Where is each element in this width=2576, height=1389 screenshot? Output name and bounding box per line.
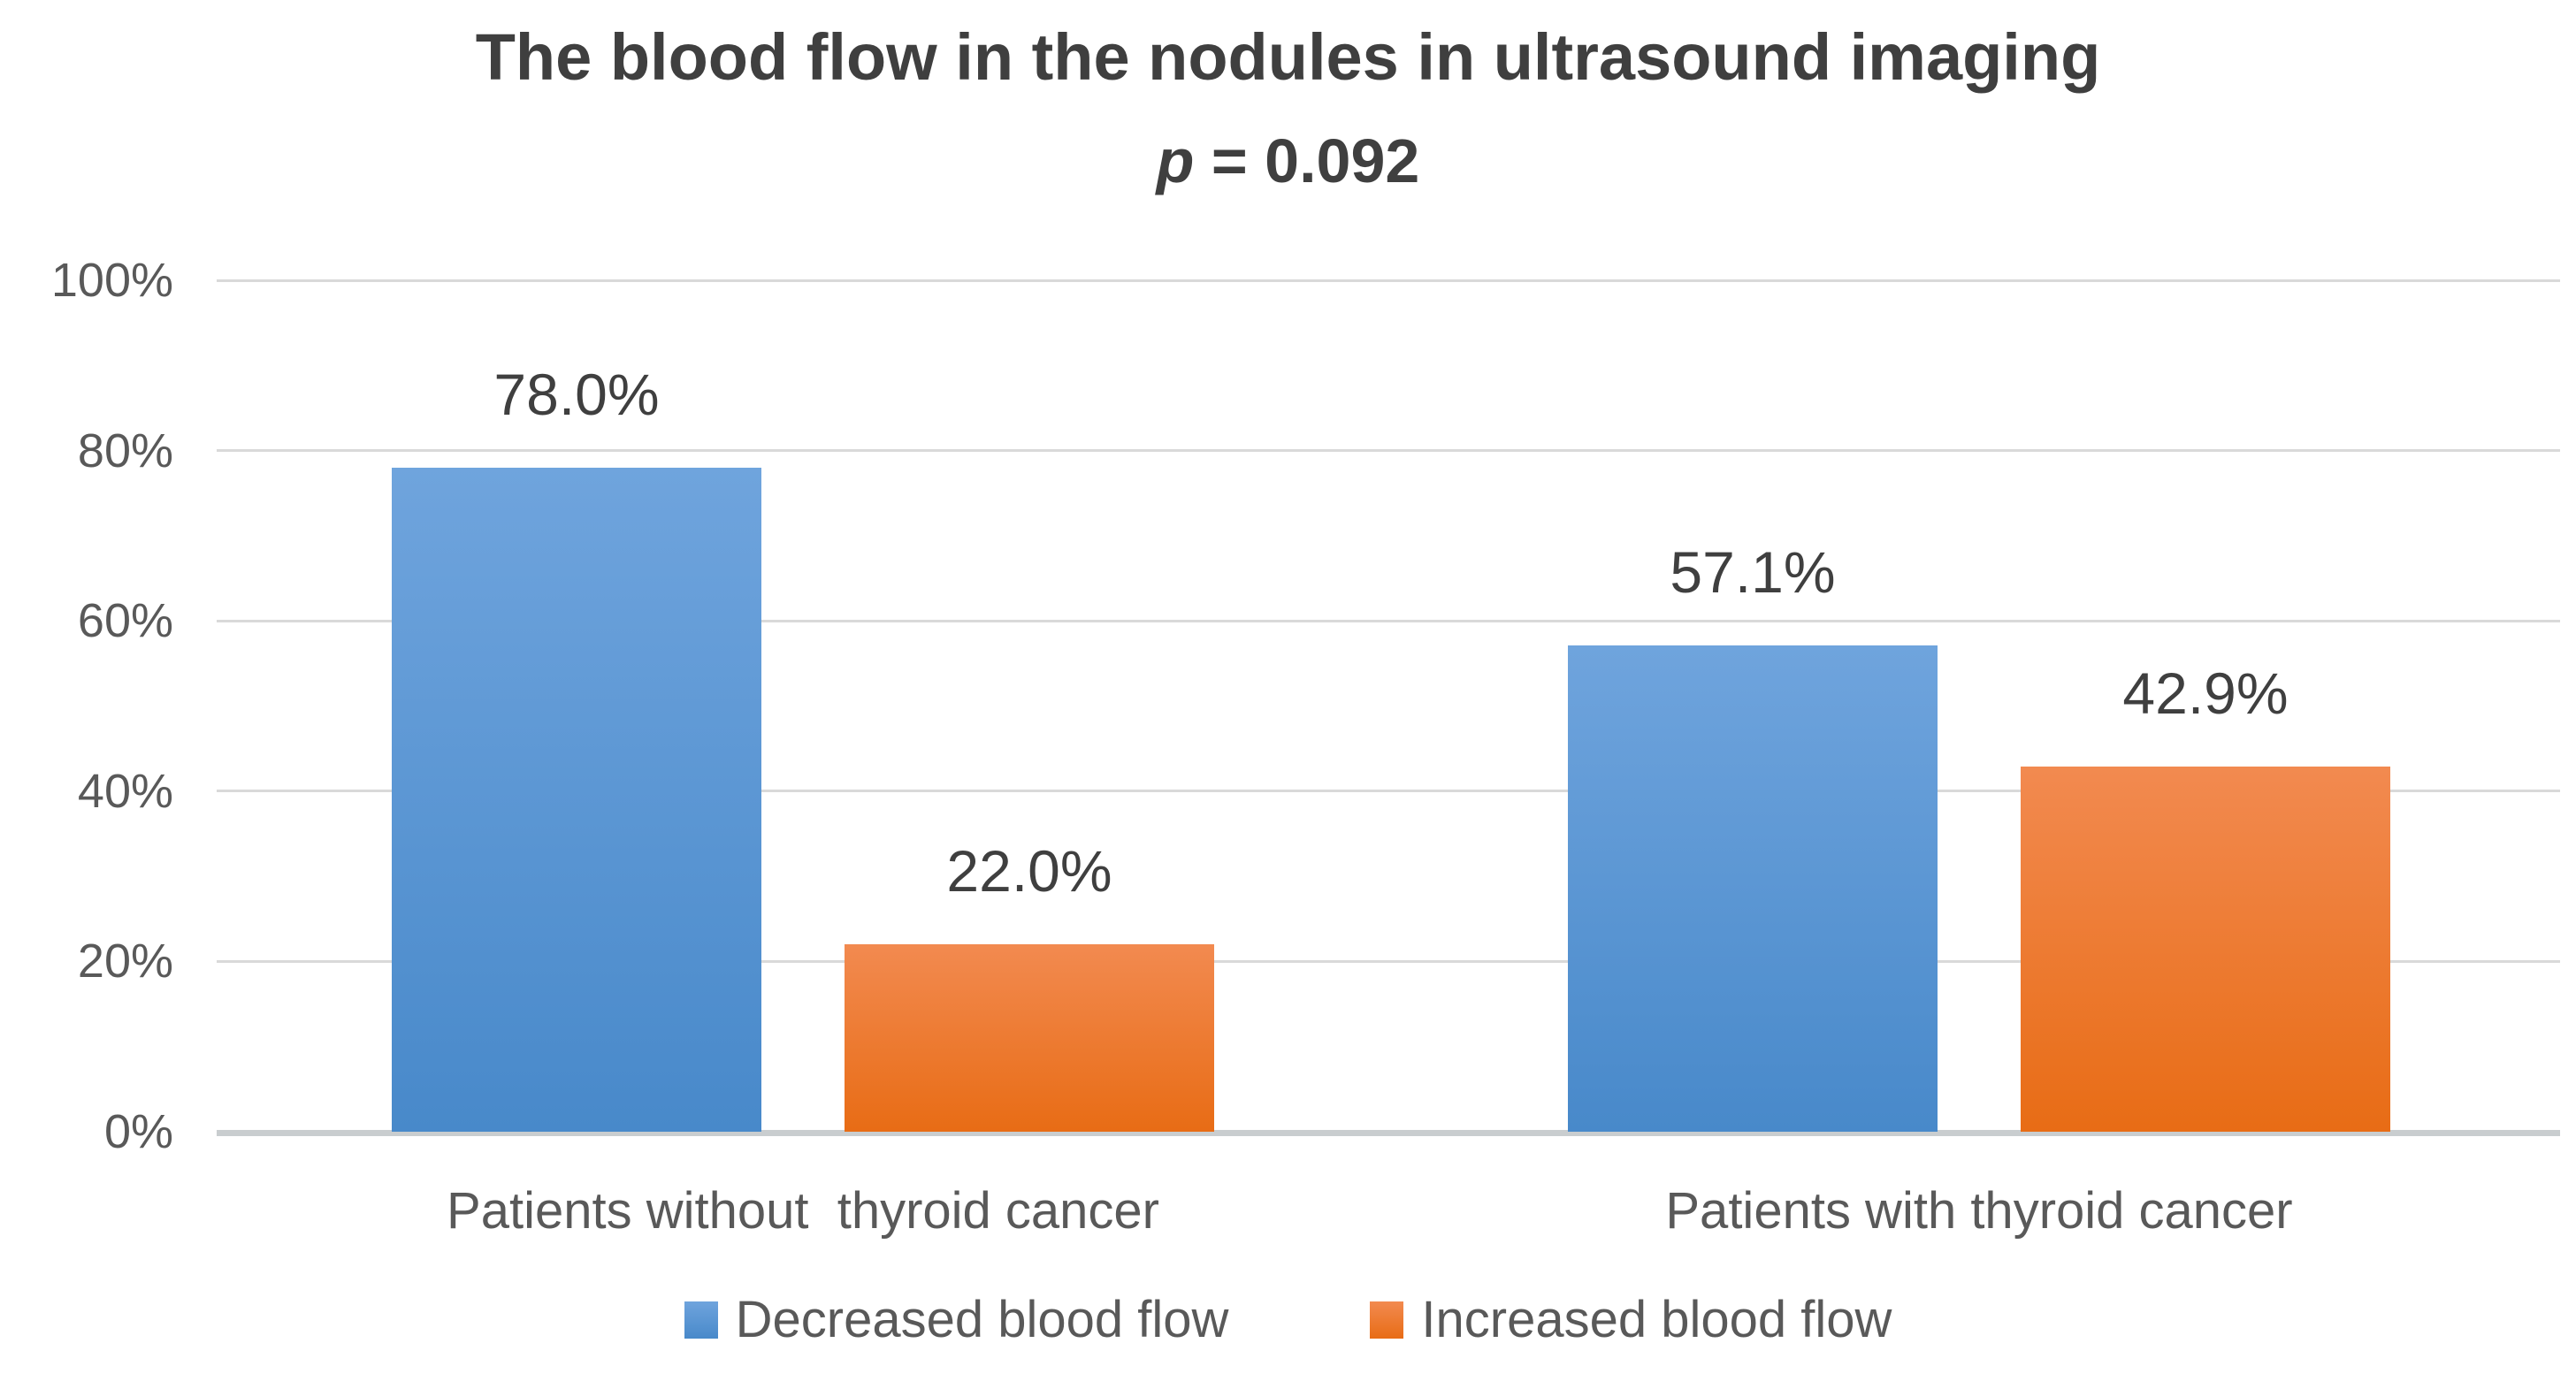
bar-increased-blood-flow-cat1 (845, 944, 1214, 1132)
data-label: 78.0% (493, 361, 660, 427)
y-axis-tick-label: 0% (103, 1105, 173, 1158)
gridline (217, 959, 2560, 963)
legend-item: Increased blood flow (1370, 1289, 1892, 1351)
legend-label: Decreased blood flow (735, 1291, 1229, 1348)
gridline (217, 279, 2560, 282)
p-value-text: = 0.092 (1194, 126, 1420, 195)
y-axis-tick-label: 80% (77, 424, 173, 477)
legend-marker-icon (1370, 1301, 1404, 1339)
bar-decreased-blood-flow-cat2 (1568, 645, 1938, 1132)
legend: Decreased blood flow Increased blood flow (0, 1289, 2576, 1351)
p-value-symbol: p (1156, 126, 1195, 195)
gridline (217, 449, 2560, 453)
data-label: 57.1% (1670, 539, 1836, 606)
y-axis-tick-label: 20% (77, 935, 173, 988)
y-axis-tick-label: 60% (77, 594, 173, 648)
legend-label: Increased blood flow (1421, 1291, 1892, 1348)
bar-increased-blood-flow-cat2 (2021, 766, 2390, 1132)
x-axis-category-label: Patients without thyroid cancer (447, 1182, 1159, 1240)
chart-title: The blood flow in the nodules in ultraso… (475, 20, 2101, 94)
bar-decreased-blood-flow-cat1 (392, 467, 761, 1132)
data-label: 22.0% (946, 838, 1112, 904)
gridline (217, 790, 2560, 793)
data-label: 42.9% (2122, 660, 2289, 726)
y-axis-tick-label: 100% (50, 254, 173, 307)
gridline (217, 619, 2560, 622)
x-axis-category-label: Patients with thyroid cancer (1665, 1182, 2293, 1240)
x-axis-line (217, 1130, 2560, 1136)
legend-marker-icon (684, 1301, 718, 1339)
chart-subtitle: p = 0.092 (0, 126, 2576, 196)
y-axis-tick-label: 40% (77, 764, 173, 818)
legend-item: Decreased blood flow (684, 1289, 1229, 1351)
